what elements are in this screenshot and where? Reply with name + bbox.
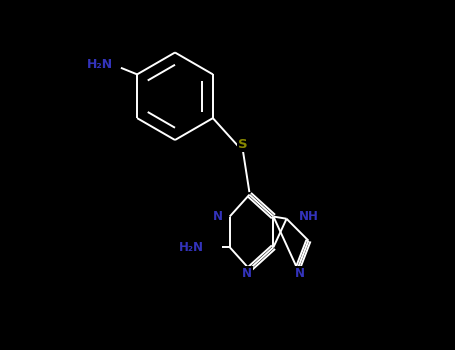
Text: H₂N: H₂N: [87, 58, 113, 71]
Text: N: N: [213, 210, 223, 223]
Text: N: N: [242, 267, 252, 280]
Text: NH: NH: [299, 210, 318, 223]
Text: N: N: [295, 267, 305, 280]
Text: H₂N: H₂N: [178, 241, 203, 254]
Text: S: S: [238, 138, 248, 151]
